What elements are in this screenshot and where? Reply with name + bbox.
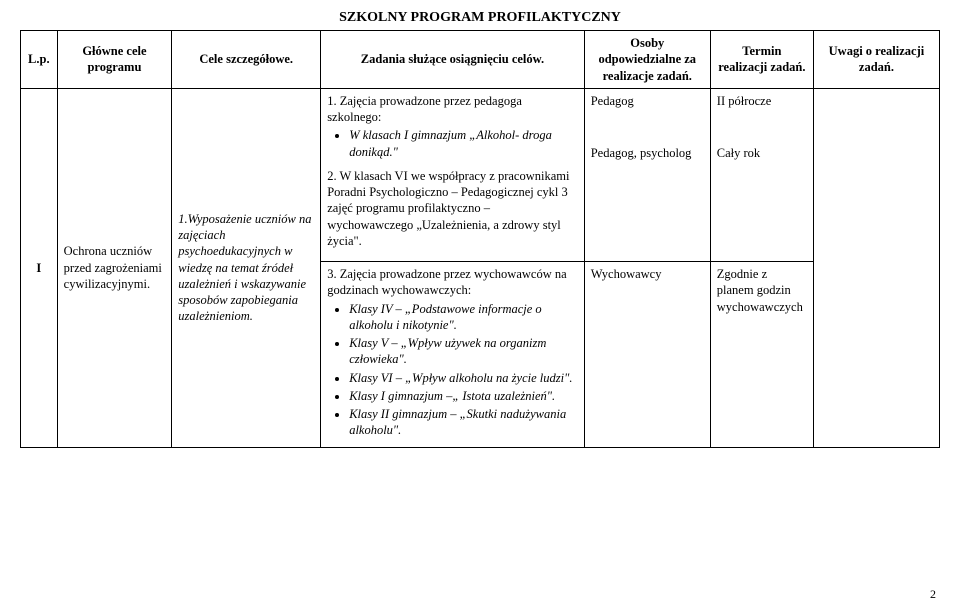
cell-detail-goals: 1.Wyposażenie uczniów na zajęciach psych… [172,88,321,447]
cell-tasks-1-2: 1. Zajęcia prowadzone przez pedagoga szk… [321,88,585,261]
main-table: L.p. Główne cele programu Cele szczegóło… [20,30,940,448]
row-1-top: I Ochrona uczniów przed zagrożeniami cyw… [21,88,940,261]
col-detail-goals: Cele szczegółowe. [172,31,321,89]
resp-1: Pedagog [591,93,704,145]
page-number: 2 [930,587,936,602]
task3-bullet-5: Klasy II gimnazjum – „Skutki nadużywania… [349,406,578,439]
task1-bullet-1: W klasach I gimnazjum „Alkohol- droga do… [349,127,578,160]
col-lp: L.p. [21,31,58,89]
task3-bullet-3: Klasy VI – „Wpływ alkoholu na życie ludz… [349,370,578,386]
cell-resp-3: Wychowawcy [584,262,710,448]
header-row: L.p. Główne cele programu Cele szczegóło… [21,31,940,89]
term-1: II półrocze [717,93,807,145]
cell-tasks-3: 3. Zajęcia prowadzone przez wychowawców … [321,262,585,448]
document-title: SZKOLNY PROGRAM PROFILAKTYCZNY [20,10,940,26]
cell-notes [813,88,939,447]
task1-intro: 1. Zajęcia prowadzone przez pedagoga szk… [327,93,578,126]
col-notes: Uwagi o realizacji zadań. [813,31,939,89]
cell-main-goals: Ochrona uczniów przed zagrożeniami cywil… [57,88,172,447]
term-2: Cały rok [717,145,807,161]
task3-intro: 3. Zajęcia prowadzone przez wychowawców … [327,266,578,299]
col-tasks: Zadania służące osiągnięciu celów. [321,31,585,89]
col-deadline: Termin realizacji zadań. [710,31,813,89]
col-responsible: Osoby odpowiedzialne za realizacje zadań… [584,31,710,89]
resp-2: Pedagog, psycholog [591,145,704,161]
task2-intro: 2. W klasach VI we współpracy z pracowni… [327,168,578,249]
task3-bullet-2: Klasy V – „Wpływ używek na organizm czło… [349,335,578,368]
task3-bullet-4: Klasy I gimnazjum –„ Istota uzależnień". [349,388,578,404]
col-main-goals: Główne cele programu [57,31,172,89]
cell-term-3: Zgodnie z planem godzin wychowawczych [710,262,813,448]
cell-lp: I [21,88,58,447]
task3-bullet-1: Klasy IV – „Podstawowe informacje o alko… [349,301,578,334]
cell-resp-1-2: Pedagog Pedagog, psycholog [584,88,710,261]
cell-term-1-2: II półrocze Cały rok [710,88,813,261]
